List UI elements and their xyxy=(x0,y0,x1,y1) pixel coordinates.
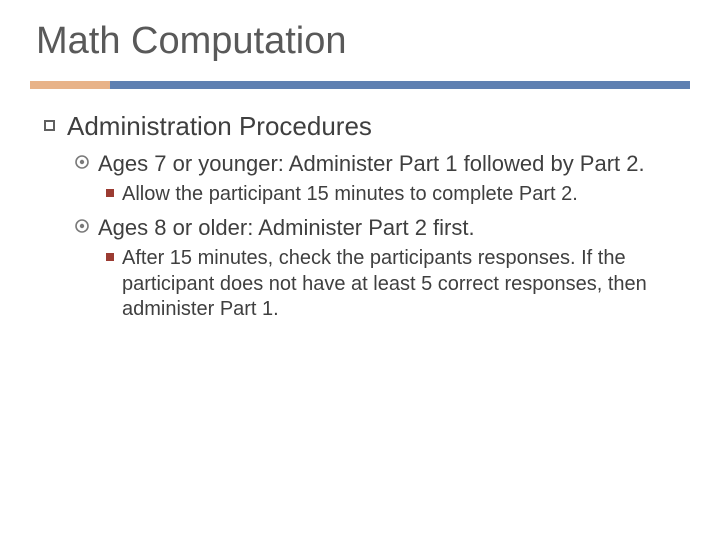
list-item-lvl3: Allow the participant 15 minutes to comp… xyxy=(106,182,690,208)
content-area: Administration Procedures Ages 7 or youn… xyxy=(30,111,690,323)
lvl3-text: Allow the participant 15 minutes to comp… xyxy=(122,182,578,208)
lvl3-text: After 15 minutes, check the participants… xyxy=(122,246,690,323)
target-bullet-icon xyxy=(74,218,90,234)
accent-bar-right xyxy=(110,81,690,89)
accent-bar xyxy=(30,81,690,89)
target-bullet-icon xyxy=(74,154,90,170)
lvl3-group: Allow the participant 15 minutes to comp… xyxy=(74,182,690,208)
square-bullet-icon xyxy=(44,120,55,131)
square-fill-bullet-icon xyxy=(106,253,114,261)
list-item-lvl1: Administration Procedures xyxy=(44,111,690,142)
accent-bar-left xyxy=(30,81,110,89)
lvl2-text: Ages 7 or younger: Administer Part 1 fol… xyxy=(98,150,645,178)
lvl2-text: Ages 8 or older: Administer Part 2 first… xyxy=(98,214,475,242)
list-item-lvl3: After 15 minutes, check the participants… xyxy=(106,246,690,323)
slide: Math Computation Administration Procedur… xyxy=(0,0,720,540)
lvl2-group: Ages 7 or younger: Administer Part 1 fol… xyxy=(44,150,690,323)
slide-title: Math Computation xyxy=(30,20,690,63)
lvl3-group: After 15 minutes, check the participants… xyxy=(74,246,690,323)
square-fill-bullet-icon xyxy=(106,189,114,197)
lvl1-text: Administration Procedures xyxy=(67,111,372,142)
list-item-lvl2: Ages 8 or older: Administer Part 2 first… xyxy=(74,214,690,242)
list-item-lvl2: Ages 7 or younger: Administer Part 1 fol… xyxy=(74,150,690,178)
